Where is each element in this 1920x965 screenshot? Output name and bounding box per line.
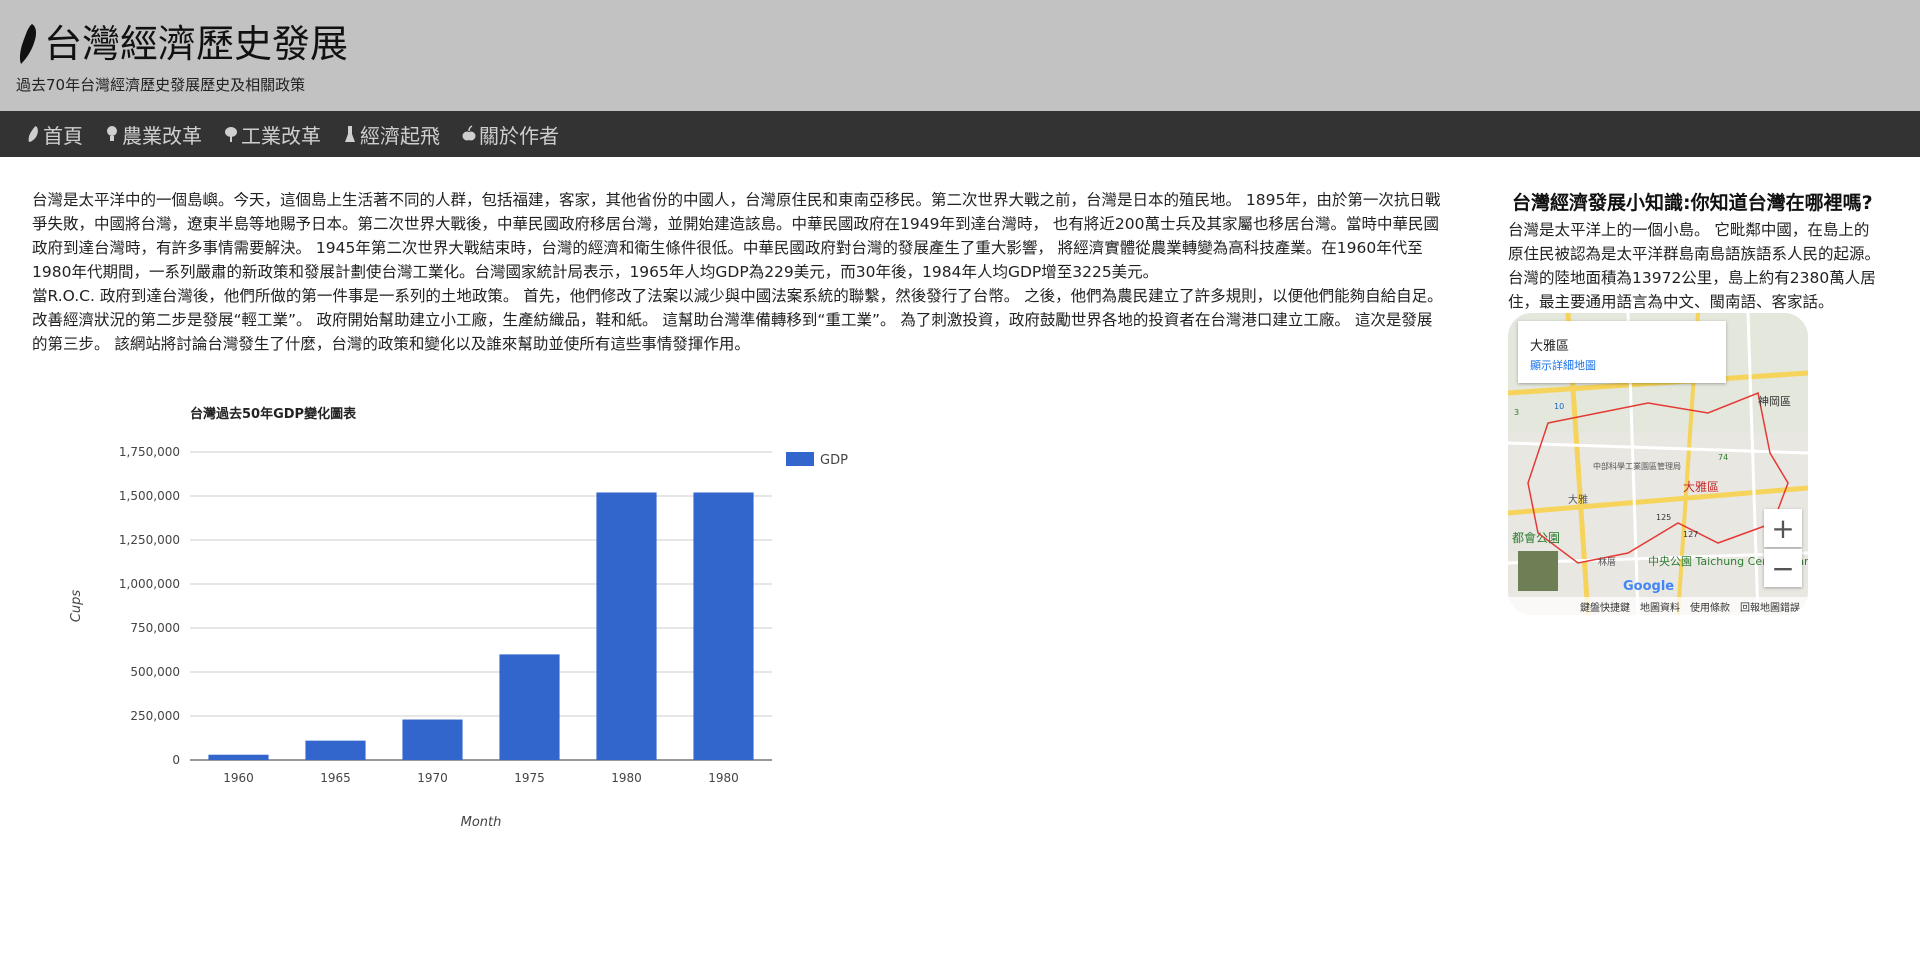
tree-icon <box>225 127 237 142</box>
google-logo: Google <box>1623 579 1674 594</box>
embedded-map[interactable]: 神岡區 大雅區 中部科學工業園區管理局 都會公園 洲際 中央公園 Taichun… <box>1508 313 1808 615</box>
x-tick-label: 1970 <box>417 771 448 785</box>
nav-item-agriculture[interactable]: 農業改革 <box>105 120 202 149</box>
chart-title: 台灣過去50年GDP變化圖表 <box>190 406 357 422</box>
legend-label: GDP <box>820 453 848 468</box>
lightbulb-icon <box>107 126 117 141</box>
map-footer: 鍵盤快捷鍵 地圖資料 使用條款 回報地圖錯誤 <box>1508 597 1808 615</box>
map-footer-link[interactable]: 鍵盤快捷鍵 <box>1580 602 1630 614</box>
road-label: 10 <box>1554 402 1564 411</box>
road-label: 3 <box>1514 408 1519 417</box>
zoom-out-button[interactable]: − <box>1764 549 1802 587</box>
map-label: 大雅 <box>1568 493 1588 506</box>
map-label: 大雅區 <box>1683 479 1719 494</box>
y-tick-label: 1,750,000 <box>119 445 180 459</box>
legend-swatch <box>786 452 814 466</box>
bar <box>208 754 269 760</box>
y-tick-label: 500,000 <box>130 665 180 679</box>
nav-label: 工業改革 <box>241 123 321 148</box>
gdp-chart: 台灣過去50年GDP變化圖表 0 250,000 500,000 750,000 1,00… <box>32 396 892 836</box>
map-label: 中部科學工業園區管理局 <box>1593 461 1681 471</box>
y-tick-label: 250,000 <box>130 709 180 723</box>
site-title[interactable]: 台灣經濟歷史發展 <box>18 20 348 68</box>
chart-svg: 台灣過去50年GDP變化圖表 0 250,000 500,000 750,000 1,00… <box>69 406 848 830</box>
map-footer-link[interactable]: 回報地圖錯誤 <box>1740 602 1800 614</box>
map-info-card: 大雅區 顯示詳細地圖 <box>1518 321 1726 383</box>
y-tick-label: 0 <box>172 753 180 767</box>
nav-label: 首頁 <box>43 123 83 148</box>
nav-item-home[interactable]: 首頁 <box>26 120 83 149</box>
flask-icon <box>345 126 355 142</box>
site-title-text: 台灣經濟歷史發展 <box>44 22 349 66</box>
map-label: 都會公園 <box>1512 531 1560 545</box>
site-subtitle: 過去70年台灣經濟歷史發展歷史及相關政策 <box>16 76 306 94</box>
nav-item-industry[interactable]: 工業改革 <box>224 120 321 149</box>
y-axis-label: Cups <box>69 590 84 623</box>
x-tick-label: 1975 <box>514 771 545 785</box>
bar <box>305 740 366 760</box>
site-header: 台灣經濟歷史發展 過去70年台灣經濟歷史發展歷史及相關政策 <box>0 0 1920 111</box>
y-tick-label: 750,000 <box>130 621 180 635</box>
y-tick-label: 1,250,000 <box>119 533 180 547</box>
x-tick-label: 1980 <box>708 771 739 785</box>
nav-item-about[interactable]: 關於作者 <box>462 120 559 149</box>
map-label: 神岡區 <box>1758 394 1791 408</box>
x-tick-label: 1960 <box>223 771 254 785</box>
bar <box>402 719 463 760</box>
leaf-icon <box>28 126 38 142</box>
sidebar-title: 台灣經濟發展小知識:你知道台灣在哪裡嗎? <box>1512 192 1873 214</box>
sidebar-text: 台灣是太平洋上的一個小島。 它毗鄰中國，在島上的原住民被認為是太平洋群島南島語族… <box>1508 221 1881 311</box>
road-label: 74 <box>1718 453 1728 462</box>
nav-label: 關於作者 <box>479 123 559 148</box>
intro-paragraph: 台灣是太平洋中的一個島嶼。今天，這個島上生活著不同的人群，包括福建，客家，其他省… <box>32 191 1441 281</box>
sidebar: 台灣經濟發展小知識:你知道台灣在哪裡嗎? 台灣是太平洋上的一個小島。 它毗鄰中國… <box>1508 190 1890 314</box>
nav-label: 農業改革 <box>122 123 202 148</box>
bar <box>596 492 657 760</box>
map-place-name: 大雅區 <box>1530 339 1570 354</box>
apple-icon <box>462 125 476 141</box>
bar <box>499 654 560 760</box>
taiwan-icon <box>19 24 37 64</box>
map-label: 林厝 <box>1598 556 1616 568</box>
nav-label: 經濟起飛 <box>360 123 440 148</box>
main-nav: 首頁 農業改革 工業改革 經濟起飛 關於作者 <box>0 111 1920 157</box>
main-content: 台灣是太平洋中的一個島嶼。今天，這個島上生活著不同的人群，包括福建，客家，其他省… <box>32 188 1444 356</box>
road-label: 127 <box>1683 530 1698 539</box>
road-label: 125 <box>1656 513 1671 522</box>
zoom-in-button[interactable]: + <box>1764 509 1802 547</box>
y-tick-label: 1,500,000 <box>119 489 180 503</box>
map-footer-link[interactable]: 使用條款 <box>1690 602 1730 614</box>
x-tick-label: 1965 <box>320 771 351 785</box>
y-tick-label: 1,000,000 <box>119 577 180 591</box>
x-axis-label: Month <box>461 815 502 830</box>
map-footer-link[interactable]: 地圖資料 <box>1640 602 1680 614</box>
x-tick-label: 1980 <box>611 771 642 785</box>
map-larger-link[interactable]: 顯示詳細地圖 <box>1530 359 1596 372</box>
policy-paragraph: 當R.O.C. 政府到達台灣後，他們所做的第一件事是一系列的土地政策。 首先，他… <box>32 287 1443 353</box>
nav-item-economy[interactable]: 經濟起飛 <box>343 120 440 149</box>
bar <box>693 492 754 760</box>
